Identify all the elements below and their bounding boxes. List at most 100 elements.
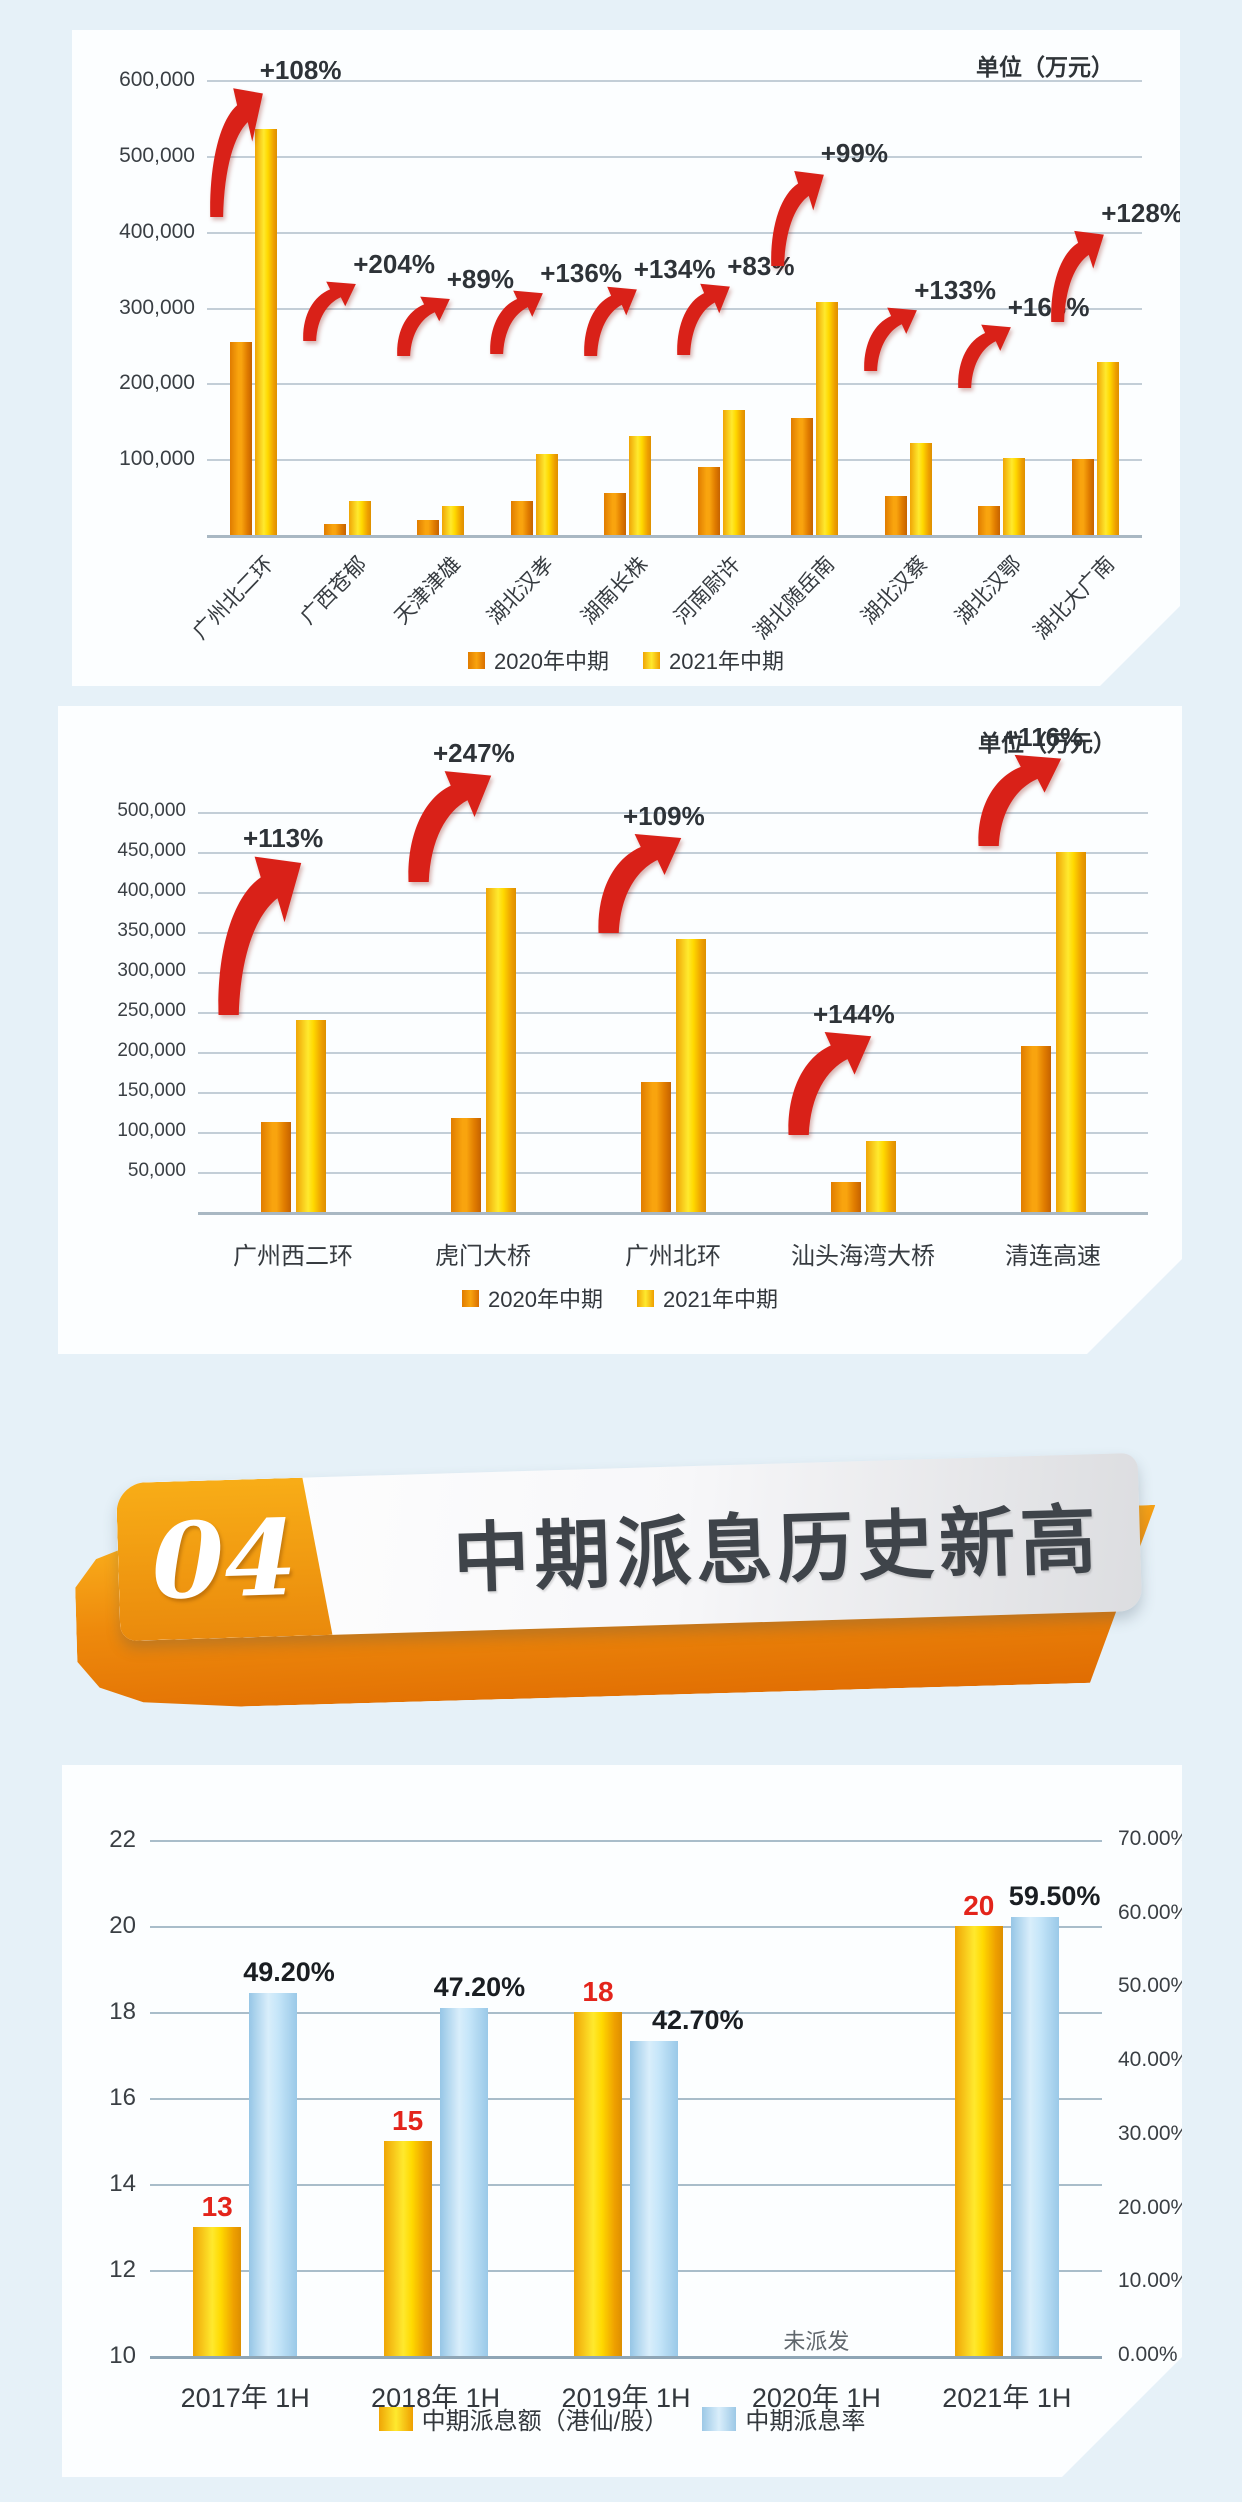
bar-2021 xyxy=(1097,362,1119,535)
y-axis-tick-label: 450,000 xyxy=(117,840,186,861)
legend-swatch xyxy=(702,2407,736,2431)
category-label: 广州西二环 xyxy=(233,1243,353,1270)
bar-dividend-rate xyxy=(249,1993,297,2356)
bar-2020 xyxy=(261,1122,291,1212)
bar-2021 xyxy=(866,1141,896,1212)
right-axis-tick-label: 20.00% xyxy=(1118,2195,1190,2219)
gridline xyxy=(207,383,1142,385)
toll-roads-chart-card-2: 单位（万元） 50,000 100,000 150,000 200,000 250,00… xyxy=(58,706,1182,1354)
gridline xyxy=(150,2098,1102,2100)
section-banner: 04 中期派息历史新高 xyxy=(70,1452,1182,1708)
bar-2020 xyxy=(885,496,907,535)
banner-plate: 04 中期派息历史新高 xyxy=(115,1452,1143,1642)
growth-arrow-icon xyxy=(208,87,264,217)
category-label: 汕头海湾大桥 xyxy=(791,1243,935,1270)
y-axis-tick-label: 150,000 xyxy=(117,1080,186,1101)
growth-label: +133% xyxy=(914,275,996,306)
bar-2020 xyxy=(451,1118,481,1212)
bar-2021 xyxy=(816,302,838,535)
left-axis-tick-label: 20 xyxy=(109,1912,136,1939)
y-axis-tick-label: 100,000 xyxy=(119,447,195,471)
unit-label: 单位（万元） xyxy=(978,730,1116,756)
gridline xyxy=(198,1092,1148,1094)
right-axis-tick-label: 40.00% xyxy=(1118,2048,1190,2072)
right-axis-tick-label: 30.00% xyxy=(1118,2121,1190,2145)
section-number: 04 xyxy=(150,1495,299,1623)
bar-chart-toll-roads-2: 50,000 100,000 150,000 200,000 250,000 300,00… xyxy=(58,706,1182,1354)
bar-2021 xyxy=(1003,458,1025,535)
gridline xyxy=(198,892,1148,894)
legend-item: 2020年中期 xyxy=(462,1282,603,1314)
legend-item: 中期派息率 xyxy=(702,2401,865,2436)
dividend-amount-label: 18 xyxy=(582,1976,614,2007)
dividend-rate-label: 42.70% xyxy=(652,2005,744,2036)
y-axis-tick-label: 400,000 xyxy=(117,880,186,901)
growth-label: +109% xyxy=(623,801,705,832)
unit-label: 单位（万元） xyxy=(976,54,1114,80)
legend-swatch xyxy=(643,652,660,669)
dividend-rate-label: 59.50% xyxy=(1008,1881,1101,1912)
bar-2021 xyxy=(910,443,932,535)
category-label: 2017年 1H xyxy=(180,2383,310,2413)
bar-2020 xyxy=(324,524,346,535)
growth-arrow-icon xyxy=(488,290,544,354)
left-axis-tick-label: 16 xyxy=(109,2084,136,2111)
bar-dividend-rate xyxy=(1011,1917,1059,2356)
legend-label: 2021年中期 xyxy=(669,649,784,674)
growth-arrow-icon xyxy=(405,770,493,882)
gridline xyxy=(150,2012,1102,2014)
legend-label: 2020年中期 xyxy=(494,649,609,674)
growth-label: +144% xyxy=(813,998,895,1029)
bar-2021 xyxy=(723,410,745,535)
y-axis-tick-label: 500,000 xyxy=(119,144,195,167)
category-label: 2021年 1H xyxy=(942,2383,1072,2413)
right-axis-tick-label: 0.00% xyxy=(1118,2343,1178,2366)
legend-label: 2020年中期 xyxy=(488,1287,603,1312)
x-axis-line xyxy=(207,535,1142,538)
gridline xyxy=(207,156,1142,158)
left-axis-tick-label: 12 xyxy=(109,2256,136,2283)
bar-2020 xyxy=(641,1082,671,1212)
bar-2020 xyxy=(831,1182,861,1212)
y-axis-tick-label: 350,000 xyxy=(117,920,186,941)
bar-2020 xyxy=(791,418,813,535)
gridline xyxy=(198,812,1148,814)
no-dividend-note: 未派发 xyxy=(783,2329,850,2354)
legend-item: 2020年中期 xyxy=(468,644,609,676)
growth-arrow-icon xyxy=(956,324,1012,388)
section-title: 中期派息历史新高 xyxy=(452,1498,1103,1603)
bar-2020 xyxy=(978,506,1000,535)
legend-label: 2021年中期 xyxy=(663,1287,778,1312)
dividend-amount-label: 13 xyxy=(201,2191,233,2222)
chart-legend: 2020年中期 2021年中期 xyxy=(72,644,1180,676)
legend-swatch xyxy=(462,1290,479,1307)
growth-label: +136% xyxy=(540,257,622,288)
right-axis-tick-label: 10.00% xyxy=(1118,2269,1190,2293)
y-axis-tick-label: 50,000 xyxy=(127,1160,186,1181)
bar-2020 xyxy=(604,493,626,535)
growth-label: +99% xyxy=(820,137,888,168)
legend-label: 中期派息率 xyxy=(745,2408,866,2435)
category-label: 虎门大桥 xyxy=(435,1243,531,1270)
growth-arrow-icon xyxy=(785,1031,873,1135)
growth-label: +116% xyxy=(1003,722,1084,752)
bar-2020 xyxy=(1072,459,1094,535)
category-label: 清连高速 xyxy=(1005,1243,1101,1270)
legend-item: 2021年中期 xyxy=(643,644,784,676)
growth-arrow-icon xyxy=(301,281,357,341)
growth-label: +247% xyxy=(433,738,515,768)
left-axis-tick-label: 18 xyxy=(109,1998,136,2025)
y-axis-tick-label: 200,000 xyxy=(117,1040,186,1061)
growth-arrow-icon xyxy=(675,283,731,355)
gridline xyxy=(207,459,1142,461)
bar-chart-dividend: 22 20 18 16 14 12 10 70.00% 60.00% 50.00% 40.00% 30… xyxy=(62,1765,1182,2477)
y-axis-tick-label: 400,000 xyxy=(119,219,195,243)
growth-arrow-icon xyxy=(769,170,825,266)
bar-2021 xyxy=(349,501,371,535)
chart-legend: 2020年中期 2021年中期 xyxy=(58,1282,1182,1314)
gridline xyxy=(150,1926,1102,1928)
category-label: 广州北环 xyxy=(625,1243,721,1270)
growth-arrow-icon xyxy=(215,855,303,1015)
bar-2020 xyxy=(511,501,533,535)
x-axis-line xyxy=(198,1212,1148,1215)
